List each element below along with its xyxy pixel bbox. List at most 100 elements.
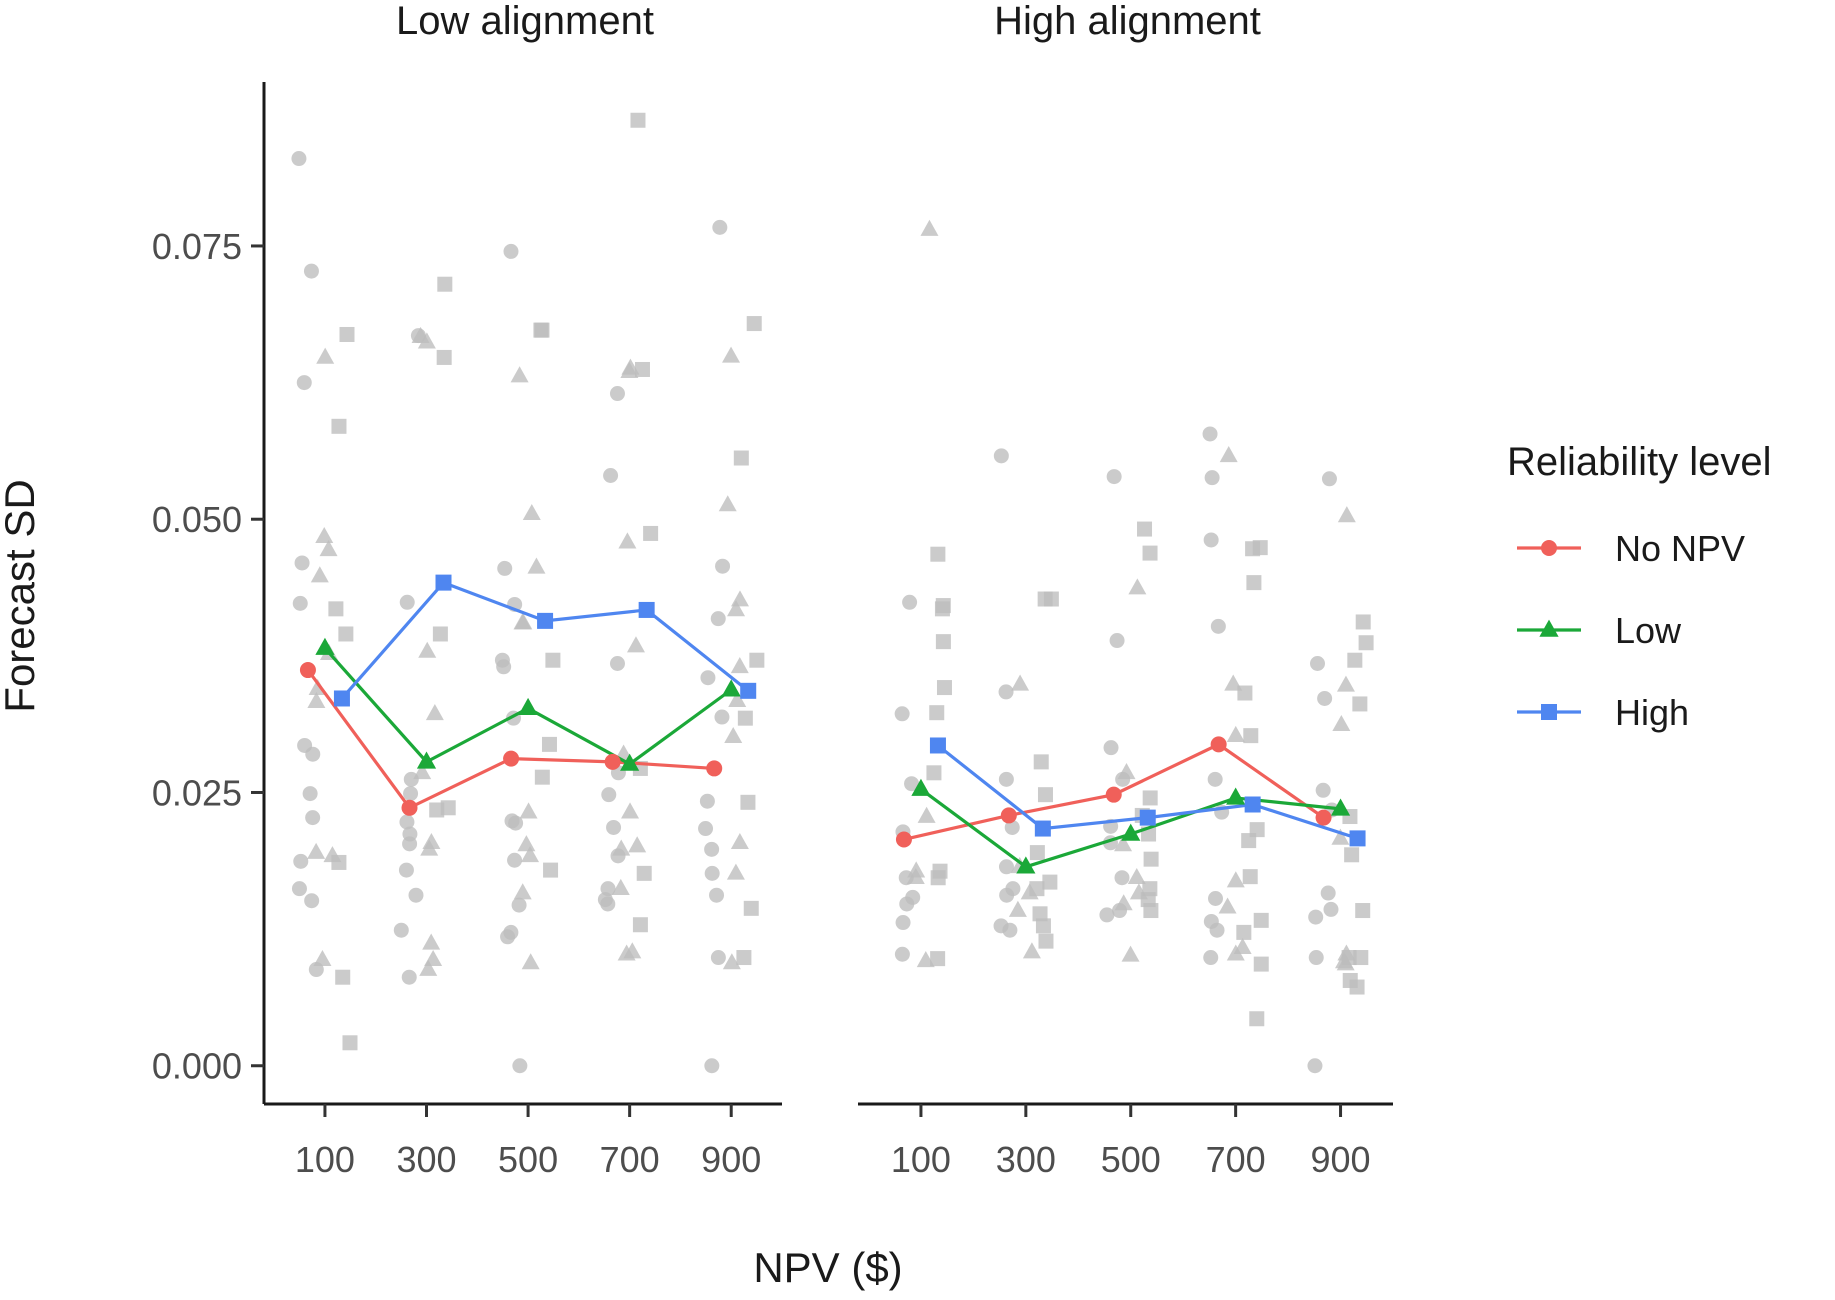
y-axis-title: Forecast SD	[0, 479, 43, 712]
raw-point-no-npv	[403, 771, 419, 787]
raw-point-no-npv	[1309, 656, 1325, 672]
x-axis-title: NPV ($)	[753, 1244, 902, 1291]
raw-point-low	[1117, 763, 1136, 780]
raw-point-high	[636, 865, 652, 881]
raw-point-no-npv	[304, 893, 320, 909]
raw-point-no-npv	[401, 969, 417, 985]
raw-point-high	[1358, 635, 1374, 651]
raw-point-high	[1249, 1011, 1265, 1027]
raw-point-high	[1241, 833, 1257, 849]
raw-point-high	[331, 418, 347, 434]
raw-point-high	[930, 870, 946, 886]
raw-point-low	[920, 219, 939, 236]
x-tick-label: 100	[295, 1139, 355, 1180]
series-point-no-npv	[299, 662, 316, 679]
raw-point-no-npv	[704, 865, 720, 881]
raw-point-no-npv	[700, 670, 716, 686]
series-point-low	[1226, 787, 1246, 805]
raw-point-low	[1336, 675, 1355, 692]
raw-point-low	[307, 691, 326, 709]
raw-point-no-npv	[998, 684, 1014, 700]
raw-point-high	[338, 626, 354, 642]
raw-point-high	[736, 950, 752, 966]
series-point-high	[1034, 820, 1051, 837]
raw-point-low	[1114, 835, 1133, 852]
raw-point-high	[534, 769, 550, 785]
series-point-no-npv	[1000, 807, 1017, 824]
raw-point-low	[1226, 944, 1245, 961]
raw-point-low	[612, 839, 631, 856]
raw-point-no-npv	[709, 887, 725, 903]
raw-point-high	[935, 634, 951, 650]
series-point-low	[620, 753, 640, 771]
raw-point-high	[432, 626, 448, 642]
raw-point-low	[617, 944, 636, 961]
raw-point-high	[1253, 912, 1269, 928]
raw-point-no-npv	[393, 922, 409, 938]
series-point-high	[333, 690, 350, 707]
raw-point-low	[1219, 446, 1238, 463]
raw-point-low	[618, 532, 637, 549]
series-markers-layer	[299, 574, 1366, 874]
raw-point-low	[1008, 900, 1027, 917]
raw-point-low	[1127, 867, 1146, 885]
raw-point-no-npv	[894, 946, 910, 962]
raw-point-low	[728, 690, 747, 707]
raw-point-no-npv	[398, 862, 414, 878]
raw-point-no-npv	[1317, 690, 1333, 706]
legend-title: Reliability level	[1507, 440, 1772, 484]
raw-point-high	[1029, 881, 1045, 897]
x-tick-label: 300	[396, 1139, 456, 1180]
raw-point-high	[1246, 575, 1262, 591]
series-point-low	[721, 679, 741, 697]
raw-point-no-npv	[1002, 922, 1018, 938]
raw-point-low	[917, 806, 936, 823]
raw-point-no-npv	[497, 560, 513, 576]
series-point-no-npv	[706, 760, 723, 777]
raw-point-no-npv	[303, 263, 319, 279]
raw-point-low	[1337, 506, 1356, 523]
raw-point-low	[722, 346, 741, 363]
raw-point-high	[1236, 924, 1252, 940]
raw-point-no-npv	[508, 815, 524, 831]
series-point-no-npv	[401, 799, 418, 816]
raw-point-low	[621, 358, 640, 375]
raw-point-low	[626, 636, 645, 653]
raw-point-no-npv	[1210, 618, 1226, 634]
raw-point-no-npv	[402, 836, 418, 852]
x-tick-label: 900	[701, 1139, 761, 1180]
raw-point-low	[417, 332, 436, 349]
raw-point-no-npv	[600, 896, 616, 912]
series-point-low	[315, 637, 335, 655]
raw-point-high	[936, 680, 952, 696]
raw-point-low	[510, 366, 529, 383]
y-tick-label: 0.050	[152, 499, 242, 540]
raw-point-low	[310, 566, 329, 583]
text-layer: 100 300 500 700 900 Low alignment 100 300 500 700…	[0, 0, 1371, 1291]
raw-point-no-npv	[603, 467, 619, 483]
raw-point-high	[632, 917, 648, 933]
raw-point-low	[315, 526, 334, 544]
raw-point-low	[730, 832, 749, 850]
raw-point-high	[926, 765, 942, 781]
raw-point-no-npv	[294, 555, 310, 571]
raw-point-no-npv	[609, 656, 625, 672]
x-tick-label: 500	[1101, 1139, 1161, 1180]
raw-point-no-npv	[1202, 426, 1218, 442]
raw-point-no-npv	[1099, 907, 1115, 923]
y-tick-label: 0.025	[152, 772, 242, 813]
raw-point-no-npv	[904, 776, 920, 792]
series-point-high	[1139, 809, 1156, 826]
raw-point-high	[1237, 685, 1253, 701]
raw-point-high	[440, 800, 456, 816]
raw-point-low	[727, 600, 746, 617]
raw-point-no-npv	[714, 709, 730, 725]
raw-point-high	[1033, 754, 1049, 770]
raw-point-no-npv	[1307, 1058, 1323, 1074]
raw-point-no-npv	[698, 821, 714, 837]
raw-point-no-npv	[1204, 470, 1220, 486]
raw-point-high	[1355, 903, 1371, 919]
raw-points-layer	[291, 112, 1374, 1074]
